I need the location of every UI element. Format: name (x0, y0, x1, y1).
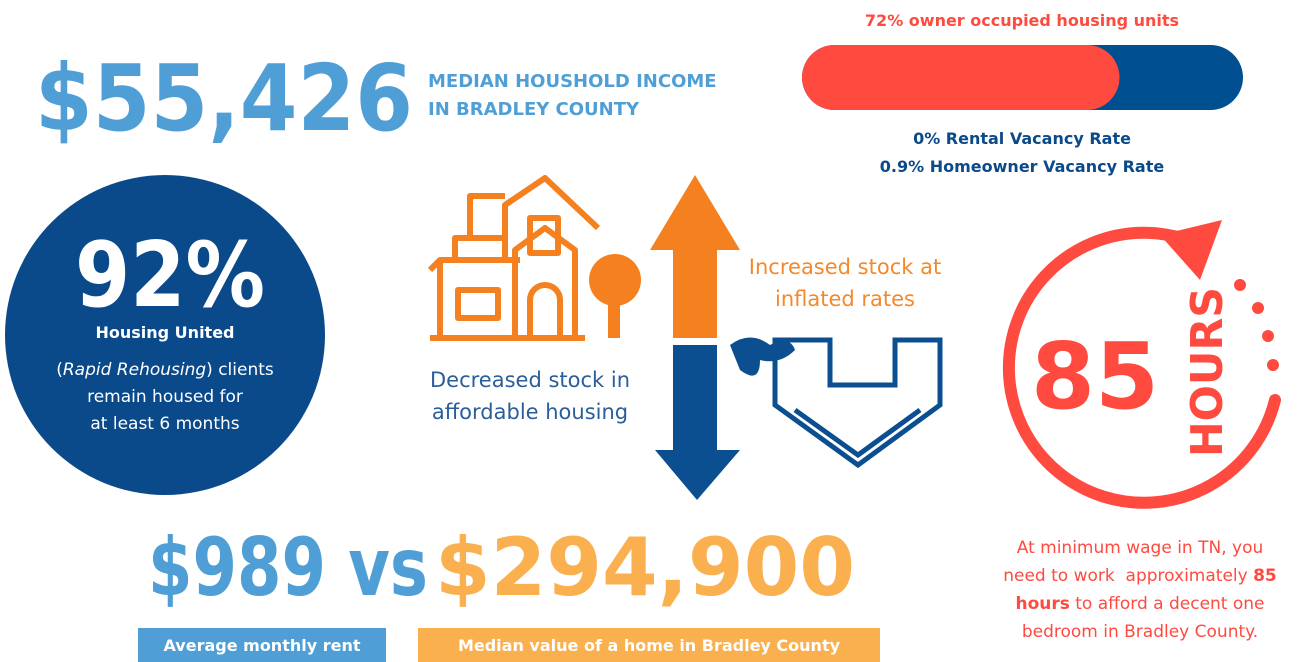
text-part: At minimum wage in TN, you (1017, 538, 1264, 558)
bar-fill (762, 45, 1120, 110)
text-part: ) clients (206, 360, 274, 380)
text-part: hours (1015, 594, 1069, 614)
income-value: $55,426 (35, 45, 413, 152)
text-part: need to work approximately (1003, 566, 1253, 586)
up-arrow (650, 175, 740, 338)
increased-text: inflated rates (775, 287, 915, 311)
bar-fill-group (762, 45, 1120, 110)
housed-text: remain housed for (87, 387, 243, 407)
text-part: remain housed for (87, 387, 243, 407)
housed-text: at least 6 months (90, 414, 239, 434)
home-label: Median value of a home in Bradley County (458, 636, 841, 655)
text-part: bedroom in Bradley County. (1022, 622, 1258, 642)
clock-arrowhead (1160, 220, 1222, 280)
vacancy-rate: 0% Rental Vacancy Rate (913, 129, 1131, 148)
text-part: 85 (1253, 566, 1277, 586)
home-value: $294,900 (435, 521, 855, 614)
housed-text: Housing United (95, 323, 234, 342)
increased-text: Increased stock at (749, 255, 941, 279)
cloud-icon (730, 338, 795, 376)
note-line: hours to afford a decent one (1015, 594, 1264, 614)
infographic: $55,426 MEDIAN HOUSHOLD INCOME IN BRADLE… (0, 0, 1307, 662)
hours-note: At minimum wage in TN, you need to work … (1003, 538, 1277, 642)
rent-label: Average monthly rent (163, 636, 360, 655)
text-part: Housing United (95, 323, 234, 342)
ownership-label: 72% owner occupied housing units (865, 11, 1179, 30)
vacancy-rate: 0.9% Homeowner Vacancy Rate (880, 157, 1165, 176)
clock-dots (1234, 279, 1279, 371)
decreased-text: Decreased stock in (430, 368, 630, 392)
hours-unit: HOURS (1182, 287, 1233, 457)
down-arrow (655, 345, 740, 500)
text-part: $989 (148, 521, 326, 614)
text-part: at least 6 months (90, 414, 239, 434)
text-part: ( (56, 360, 63, 380)
tree-icon (589, 254, 641, 338)
note-line: At minimum wage in TN, you (1017, 538, 1264, 558)
income-label: MEDIAN HOUSHOLD INCOME (428, 71, 717, 92)
inverted-house-icon (775, 340, 940, 465)
decreased-text: affordable housing (432, 400, 628, 424)
text-part: vs (348, 521, 428, 614)
rent-value: $989 vs (148, 521, 428, 614)
income-label: IN BRADLEY COUNTY (428, 99, 640, 120)
text-part: to afford a decent one (1070, 594, 1265, 614)
housed-text: (Rapid Rehousing) clients (56, 360, 274, 380)
house-icon (430, 178, 598, 338)
note-line: need to work approximately 85 (1003, 566, 1277, 586)
housed-value: 92% (75, 223, 265, 328)
text-part: Rapid Rehousing (63, 360, 207, 380)
note-line: bedroom in Bradley County. (1022, 622, 1258, 642)
hours-value: 85 (1031, 323, 1159, 430)
